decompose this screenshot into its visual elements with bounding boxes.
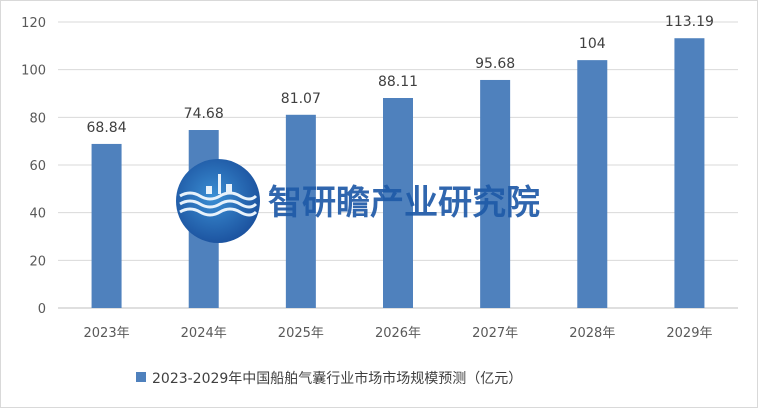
bar	[91, 143, 122, 308]
y-tick-label: 40	[29, 207, 46, 222]
bar	[285, 114, 316, 308]
logo-buildings-icon	[206, 174, 232, 194]
x-tick-label: 2027年	[472, 326, 518, 341]
data-label: 113.19	[665, 14, 714, 30]
x-tick-label: 2025年	[278, 326, 324, 341]
logo-circle-icon	[176, 159, 260, 243]
bar	[674, 38, 705, 308]
x-tick-label: 2023年	[84, 326, 130, 341]
y-tick-label: 120	[21, 16, 46, 31]
legend-label: 2023-2029年中国船舶气囊行业市场市场规模预测（亿元）	[152, 370, 522, 387]
bar	[383, 98, 413, 308]
legend-swatch	[136, 372, 146, 382]
y-tick-label: 0	[38, 302, 46, 317]
x-tick-label: 2026年	[375, 326, 421, 341]
y-tick-label: 20	[29, 254, 46, 269]
x-tick-label: 2028年	[569, 326, 615, 341]
data-label: 95.68	[475, 56, 515, 72]
data-label: 88.11	[378, 74, 418, 90]
bar	[577, 60, 608, 309]
watermark-logo: 智研瞻产业研究院	[176, 159, 540, 243]
bar	[480, 79, 511, 308]
data-label: 104	[579, 36, 606, 52]
y-tick-label: 60	[29, 159, 46, 174]
legend: 2023-2029年中国船舶气囊行业市场市场规模预测（亿元）	[136, 370, 522, 387]
logo-waves-icon	[179, 191, 258, 217]
x-tick-label: 2029年	[666, 326, 712, 341]
data-label: 74.68	[184, 106, 224, 122]
watermark-text: 智研瞻产业研究院	[268, 183, 540, 223]
data-label: 81.07	[281, 91, 321, 107]
x-tick-label: 2024年	[181, 326, 227, 341]
data-label: 68.84	[87, 120, 127, 136]
y-tick-label: 80	[29, 111, 46, 126]
y-tick-label: 100	[21, 64, 46, 79]
